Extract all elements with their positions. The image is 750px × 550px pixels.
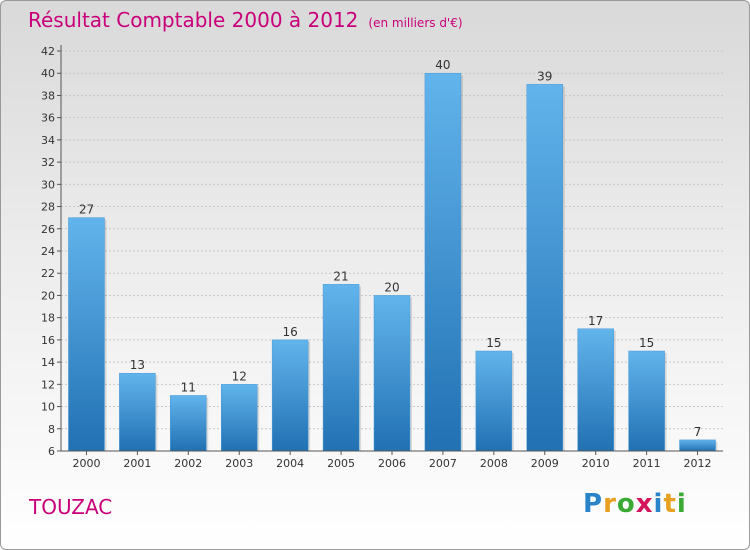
bar <box>424 72 462 452</box>
bar <box>271 339 309 452</box>
value-label: 12 <box>232 369 247 383</box>
bar <box>628 350 665 452</box>
y-tick-label: 42 <box>41 45 55 58</box>
value-label: 7 <box>694 425 702 439</box>
y-tick-label: 24 <box>41 245 55 258</box>
value-label: 27 <box>79 203 94 217</box>
y-tick-label: 18 <box>41 312 55 325</box>
y-tick-label: 10 <box>41 401 55 414</box>
value-label: 21 <box>333 269 348 283</box>
y-tick-label: 20 <box>41 289 55 302</box>
x-tick-label: 2004 <box>276 457 304 470</box>
y-tick-label: 8 <box>48 423 55 436</box>
chart-title-text: Résultat Comptable 2000 à 2012 <box>28 8 359 32</box>
value-label: 15 <box>486 336 501 350</box>
y-tick-label: 36 <box>41 112 55 125</box>
y-tick-label: 30 <box>41 178 55 191</box>
value-label: 11 <box>181 380 196 394</box>
y-tick-label: 26 <box>41 223 55 236</box>
value-label: 40 <box>435 58 450 72</box>
y-tick-label: 12 <box>41 378 55 391</box>
x-tick-label: 2005 <box>327 457 355 470</box>
value-label: 20 <box>384 280 399 294</box>
x-tick-label: 2010 <box>582 457 610 470</box>
bar <box>475 350 513 452</box>
x-tick-label: 2006 <box>378 457 406 470</box>
x-tick-label: 2001 <box>123 457 151 470</box>
y-tick-label: 22 <box>41 267 55 280</box>
y-tick-label: 32 <box>41 156 55 169</box>
x-tick-label: 2007 <box>429 457 457 470</box>
bar <box>373 295 411 452</box>
bar <box>220 384 258 452</box>
x-tick-label: 2003 <box>225 457 253 470</box>
value-label: 39 <box>537 69 552 83</box>
bar <box>119 372 156 452</box>
bar <box>170 395 207 452</box>
y-tick-label: 40 <box>41 67 55 80</box>
chart-title: Résultat Comptable 2000 à 2012 (en millie… <box>28 8 463 32</box>
x-tick-label: 2011 <box>633 457 661 470</box>
y-tick-label: 38 <box>41 89 55 102</box>
value-label: 16 <box>283 325 298 339</box>
value-label: 15 <box>639 336 654 350</box>
x-tick-label: 2002 <box>174 457 202 470</box>
x-tick-label: 2012 <box>684 457 712 470</box>
x-tick-label: 2009 <box>531 457 559 470</box>
y-tick-label: 16 <box>41 334 55 347</box>
value-label: 17 <box>588 314 603 328</box>
bar <box>679 439 716 452</box>
y-tick-label: 34 <box>41 134 55 147</box>
bar <box>322 284 360 452</box>
y-tick-label: 14 <box>41 356 55 369</box>
y-tick-label: 6 <box>48 445 55 458</box>
bar <box>577 328 614 452</box>
chart-unit: (en milliers d'€) <box>368 16 463 30</box>
bar <box>68 217 105 452</box>
bar <box>526 84 564 452</box>
value-label: 13 <box>130 358 145 372</box>
y-tick-label: 28 <box>41 201 55 214</box>
proxiti-logo: Proxiti <box>583 489 687 519</box>
x-tick-label: 2008 <box>480 457 508 470</box>
x-tick-label: 2000 <box>72 457 100 470</box>
commune-name: TOUZAC <box>29 495 113 519</box>
